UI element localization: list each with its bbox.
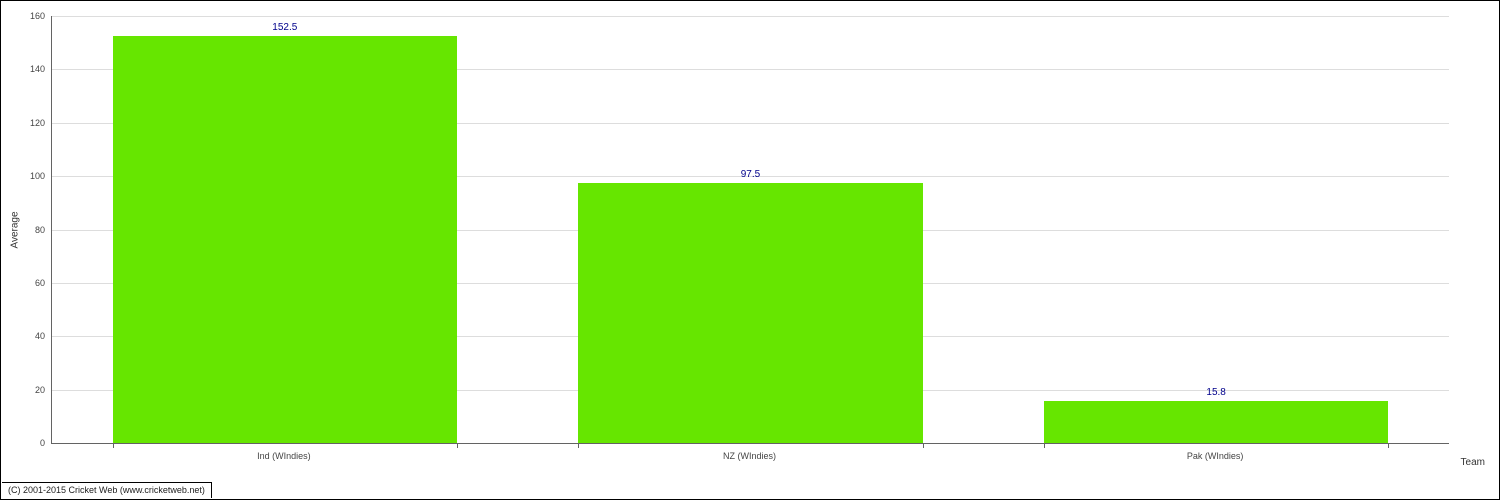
bar: 15.8: [1044, 401, 1389, 443]
bar-value-label: 152.5: [272, 22, 297, 33]
chart-container: 152.597.515.8 Average Team (C) 2001-2015…: [0, 0, 1500, 500]
bar-value-label: 97.5: [741, 169, 760, 180]
x-axis-title: Team: [1461, 457, 1485, 468]
y-tick-label: 0: [5, 438, 45, 448]
bar: 97.5: [578, 183, 923, 443]
x-tick-mark: [578, 443, 579, 448]
x-tick-mark: [923, 443, 924, 448]
y-tick-label: 60: [5, 278, 45, 288]
y-tick-label: 140: [5, 64, 45, 74]
x-tick-mark: [1388, 443, 1389, 448]
x-tick-label: Pak (WIndies): [1187, 451, 1244, 461]
y-tick-label: 120: [5, 118, 45, 128]
y-tick-label: 100: [5, 171, 45, 181]
y-tick-label: 80: [5, 225, 45, 235]
footer-copyright: (C) 2001-2015 Cricket Web (www.cricketwe…: [2, 482, 212, 498]
x-tick-mark: [457, 443, 458, 448]
x-tick-label: Ind (WIndies): [257, 451, 311, 461]
x-tick-label: NZ (WIndies): [723, 451, 776, 461]
y-tick-label: 40: [5, 331, 45, 341]
plot-area: 152.5 97.5 15.8: [51, 16, 1449, 444]
y-tick-label: 160: [5, 11, 45, 21]
y-tick-label: 20: [5, 385, 45, 395]
x-tick-mark: [113, 443, 114, 448]
x-tick-mark: [1044, 443, 1045, 448]
gridline: [52, 16, 1449, 17]
bar: 152.5: [113, 36, 458, 443]
bar-value-label: 15.8: [1206, 387, 1225, 398]
